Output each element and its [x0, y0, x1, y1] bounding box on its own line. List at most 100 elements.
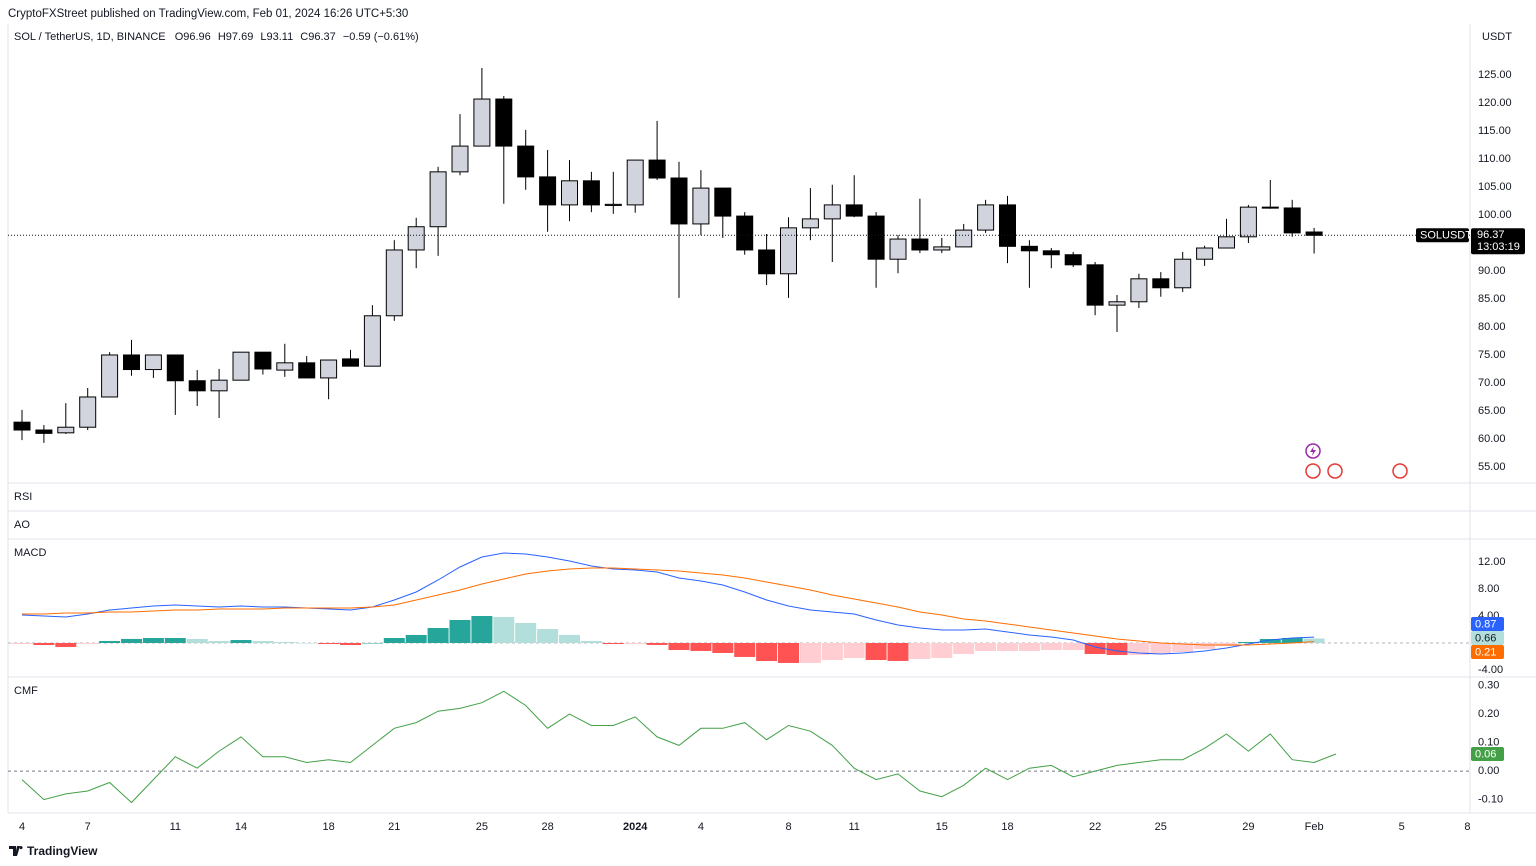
- event-icon[interactable]: [1327, 463, 1343, 479]
- histogram-bar: [230, 640, 252, 643]
- candle-body: [1064, 254, 1082, 266]
- y-tick-label: 0.30: [1478, 679, 1499, 691]
- candle-body: [582, 180, 600, 206]
- candle-body: [823, 204, 841, 220]
- candle-body: [955, 229, 973, 248]
- y-tick-label: 12.00: [1478, 556, 1506, 568]
- histogram-bar: [142, 637, 164, 643]
- x-tick-label: 18: [1001, 821, 1013, 833]
- histogram-bar: [843, 642, 865, 658]
- indicator-line: [22, 567, 1315, 646]
- legend-open: O96.96: [175, 31, 211, 43]
- histogram-bar: [121, 638, 142, 643]
- legend-change: −0.59 (−0.61%): [343, 31, 419, 43]
- candle-body: [210, 379, 228, 392]
- x-tick-label: 8: [1464, 821, 1470, 833]
- y-tick-label: 8.00: [1478, 583, 1499, 595]
- x-tick-label: 8: [785, 821, 791, 833]
- macd-tag-box: [1471, 617, 1504, 631]
- histogram-bar: [1062, 642, 1084, 651]
- candle-body: [1283, 207, 1301, 234]
- histogram-bar: [580, 640, 602, 643]
- histogram-bar: [1259, 639, 1281, 643]
- y-tick-label: 120.00: [1478, 97, 1512, 109]
- y-tick-label: 60.00: [1478, 433, 1506, 445]
- symbol-tag-box: [1416, 228, 1469, 243]
- histogram-bar: [11, 642, 33, 645]
- event-icon[interactable]: [1392, 463, 1408, 479]
- y-tick-label: -4.00: [1478, 664, 1503, 676]
- histogram-bar: [164, 637, 186, 643]
- candle-body: [232, 351, 250, 381]
- histogram-bar: [975, 642, 997, 652]
- symbol-tag: SOLUSDT: [1420, 230, 1472, 242]
- candle-body: [692, 187, 710, 225]
- candle-body: [254, 351, 272, 370]
- y-tick-label: 110.00: [1478, 153, 1511, 165]
- histogram-bar: [690, 642, 712, 651]
- x-tick-label: 21: [388, 821, 400, 833]
- histogram-bar: [318, 642, 340, 645]
- histogram-bar: [821, 642, 843, 660]
- histogram-bar: [55, 642, 77, 647]
- pane-label: MACD: [14, 547, 46, 559]
- histogram-bar: [274, 642, 296, 643]
- histogram-bar: [1303, 638, 1325, 643]
- histogram-bar: [493, 617, 515, 643]
- candle-body: [999, 204, 1016, 247]
- candle-body: [495, 98, 513, 147]
- footer-brand: TradingView: [27, 844, 98, 858]
- histogram-tag-text: 0.66: [1475, 632, 1496, 644]
- histogram-bar: [1018, 642, 1040, 651]
- legend-close: C96.37: [300, 31, 335, 43]
- candle-body: [1042, 250, 1060, 256]
- logo-mark: [9, 846, 23, 856]
- histogram-bar: [909, 642, 931, 659]
- y-tick-label: 125.00: [1478, 69, 1512, 81]
- histogram-bar: [383, 637, 405, 643]
- x-tick-label: 7: [85, 821, 91, 833]
- histogram-bar: [1237, 641, 1259, 643]
- candle-body: [13, 421, 31, 431]
- candle-body: [714, 187, 732, 217]
- candle-body: [342, 358, 359, 367]
- pane-label: CMF: [14, 685, 38, 697]
- price-tag: 96.37: [1477, 229, 1505, 241]
- candle-body: [845, 204, 863, 217]
- x-tick-label: 15: [936, 821, 948, 833]
- y-tick-label: 105.00: [1478, 181, 1512, 193]
- legend-low: L93.11: [260, 31, 293, 43]
- candle-body: [144, 354, 162, 371]
- candle-body: [57, 426, 75, 434]
- candle-body: [385, 249, 403, 317]
- pane-label: RSI: [14, 491, 32, 503]
- candle-body: [867, 215, 885, 260]
- candle-body: [35, 429, 53, 434]
- event-icon[interactable]: [1305, 463, 1321, 479]
- indicator-line: [21, 690, 1337, 804]
- histogram-bar: [1128, 642, 1150, 656]
- histogram-bar: [756, 642, 778, 662]
- y-tick-label: 80.00: [1478, 321, 1506, 333]
- candle-body: [604, 203, 622, 206]
- candle-body: [123, 354, 140, 371]
- candle-body: [451, 145, 469, 173]
- candle-body: [276, 362, 294, 371]
- candle-body: [1305, 231, 1323, 236]
- histogram-bar: [1281, 637, 1303, 643]
- histogram-bar: [1106, 642, 1128, 656]
- currency-label: USDT: [1482, 31, 1512, 43]
- candle-body: [758, 249, 776, 275]
- x-tick-label: 11: [848, 821, 859, 833]
- histogram-bar: [624, 642, 646, 645]
- histogram-bar: [471, 615, 493, 643]
- histogram-bar: [646, 642, 668, 645]
- histogram-bar: [515, 622, 537, 643]
- candle-body: [889, 238, 907, 260]
- candle-body: [1261, 206, 1279, 209]
- candle-body: [188, 380, 206, 392]
- candle-body: [1196, 247, 1214, 260]
- footer-logo: TradingView: [9, 844, 98, 858]
- histogram-tag-box: [1471, 631, 1504, 645]
